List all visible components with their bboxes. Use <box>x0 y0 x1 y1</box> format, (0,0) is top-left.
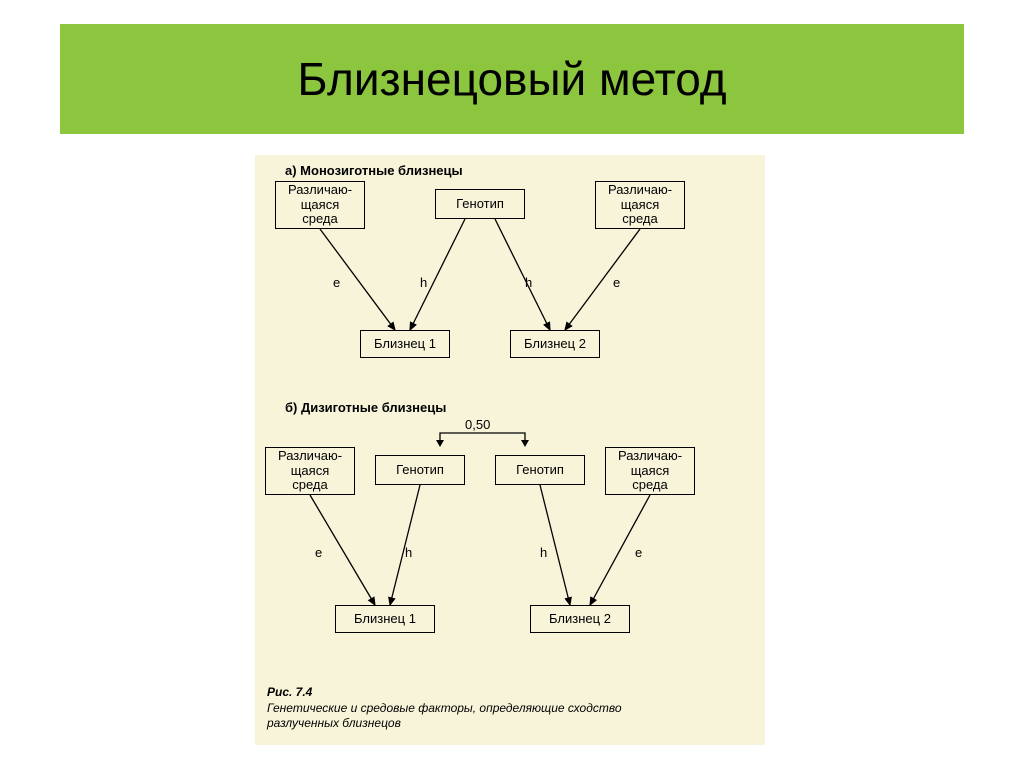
page-title: Близнецовый метод <box>297 52 726 106</box>
figure-panel: а) Монозиготные близнецы Различаю-щаясяс… <box>255 155 765 745</box>
arrows-layer <box>255 155 765 745</box>
title-bar: Близнецовый метод <box>60 24 964 134</box>
